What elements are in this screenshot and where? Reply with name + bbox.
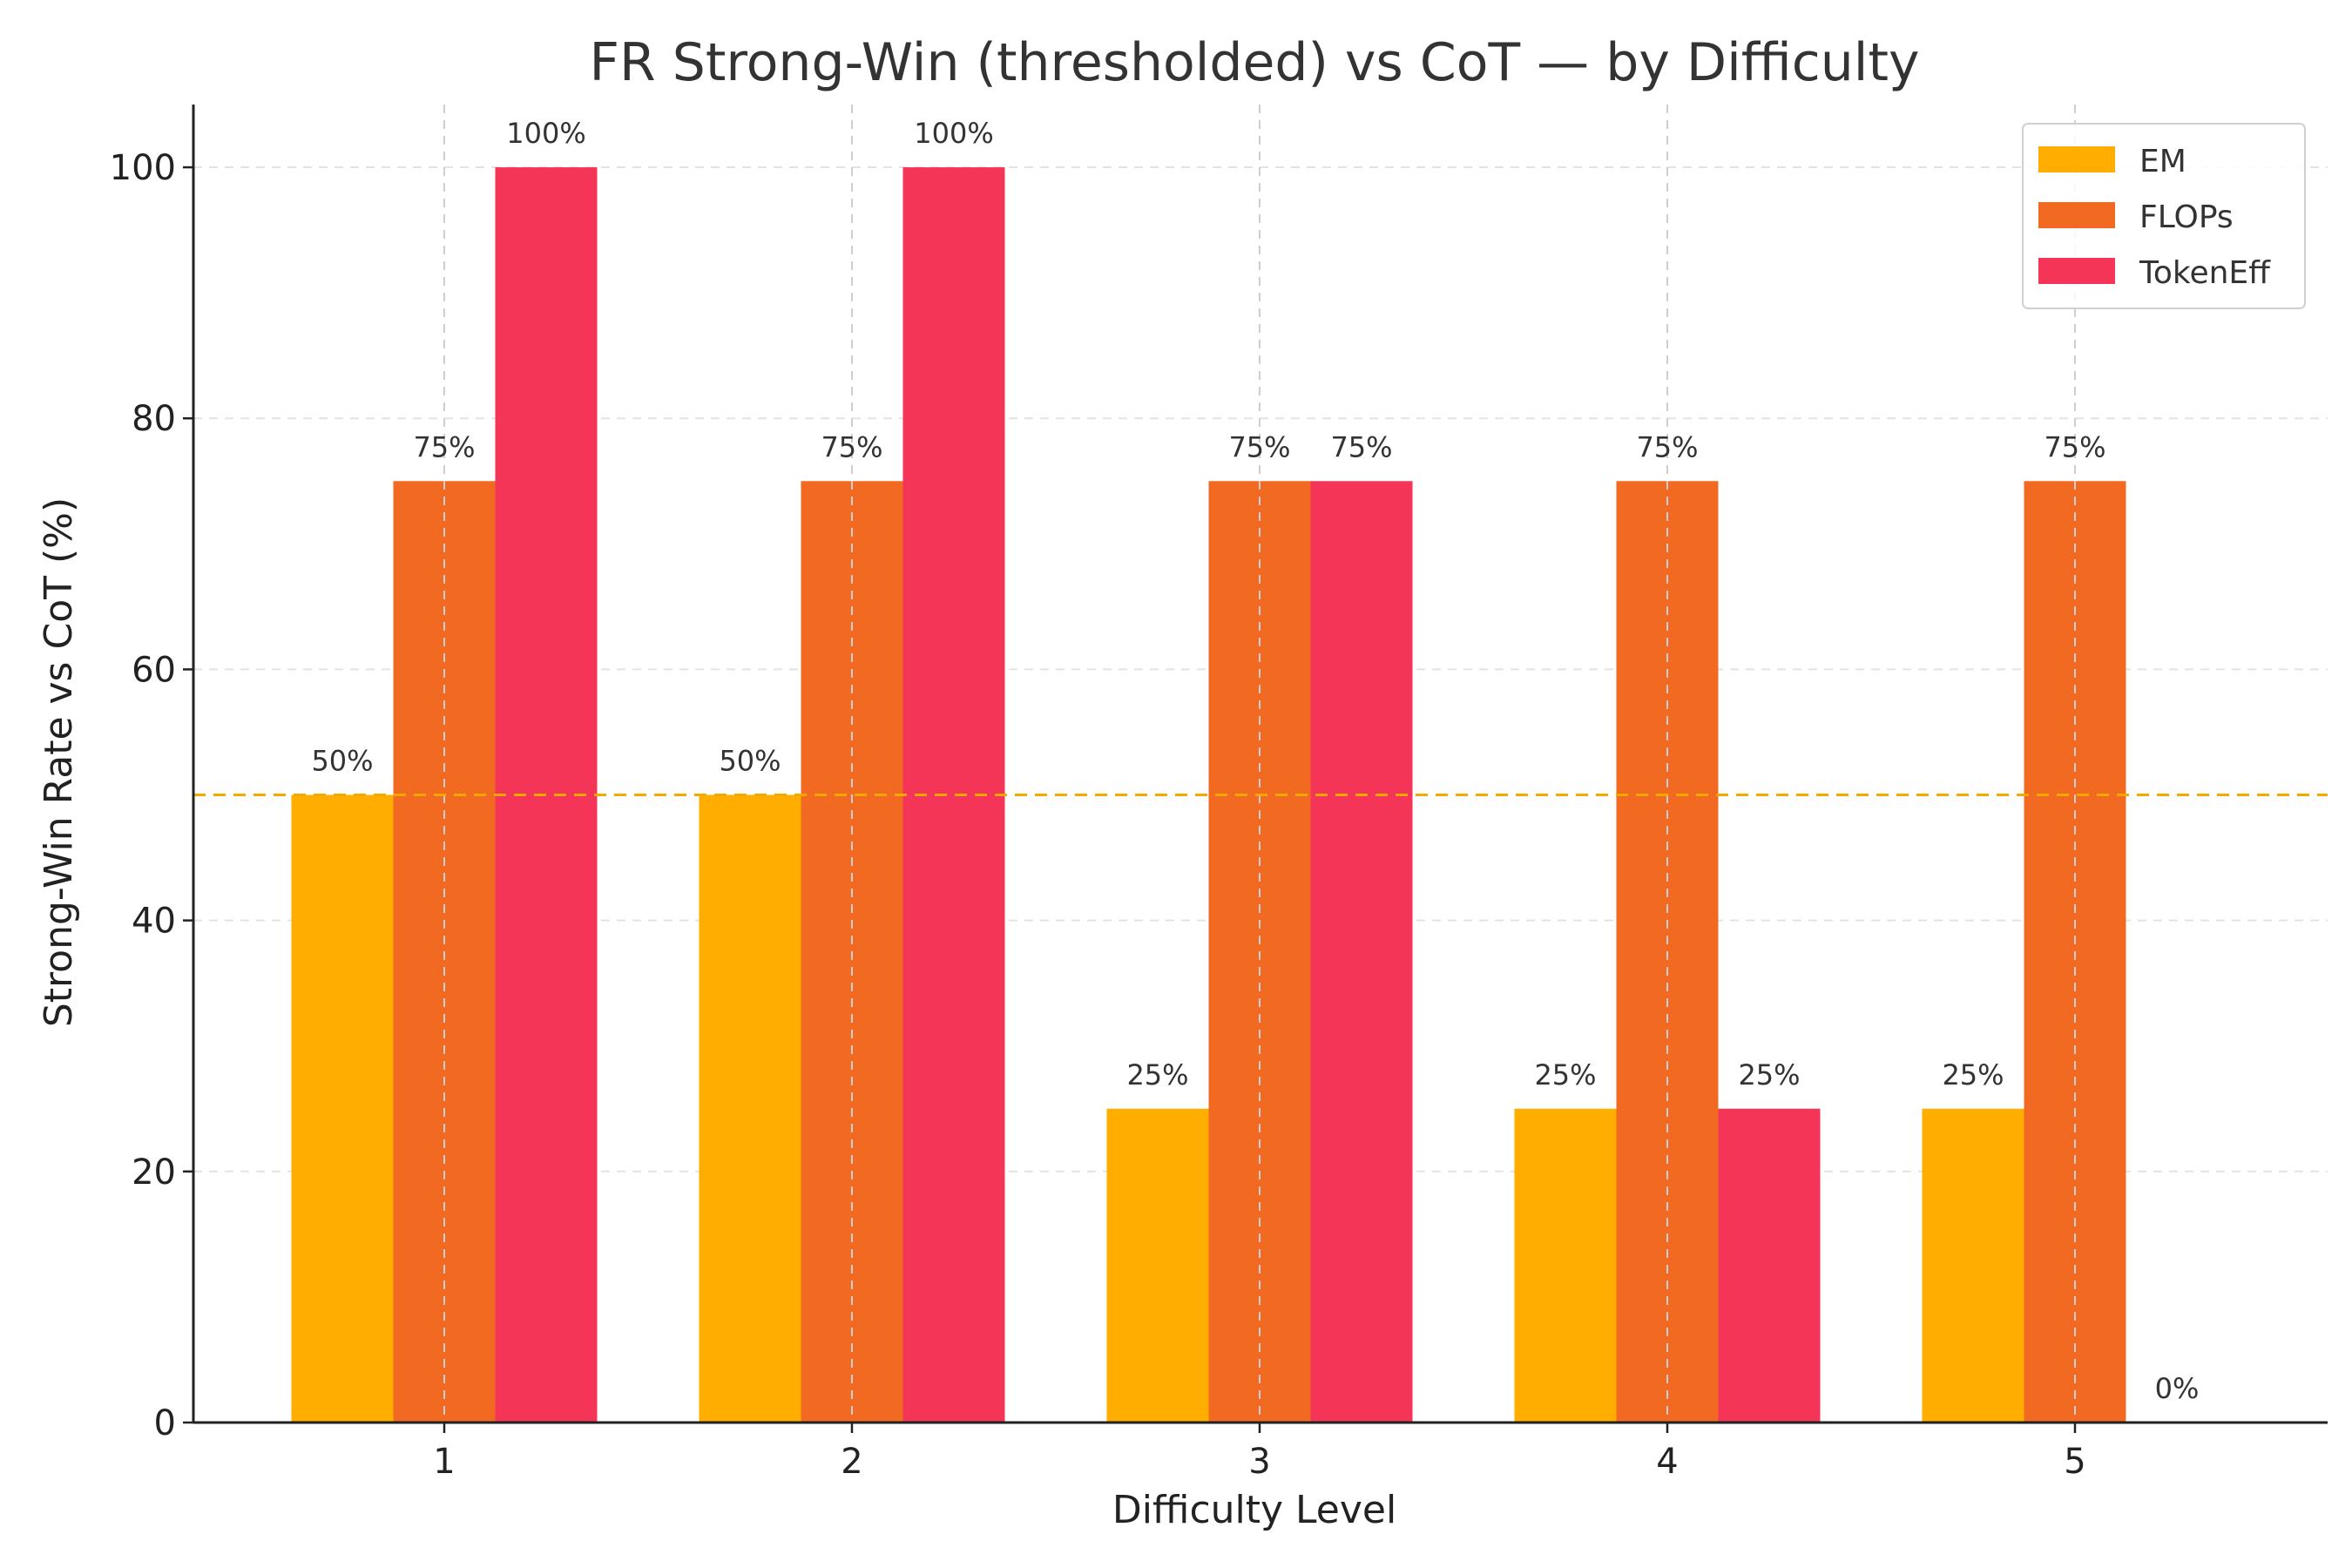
y-tick-label: 0 <box>154 1403 176 1443</box>
y-tick-label: 40 <box>132 902 176 942</box>
data-label: 25% <box>1126 1058 1188 1092</box>
x-tick-label: 3 <box>1248 1442 1270 1482</box>
x-tick-label: 2 <box>841 1442 862 1482</box>
data-label: 75% <box>2044 430 2105 463</box>
bar-em-1 <box>291 794 394 1423</box>
data-label: 25% <box>1942 1058 2004 1092</box>
x-tick-label: 1 <box>433 1442 455 1482</box>
bar-em-2 <box>699 794 801 1423</box>
y-axis-label: Strong-Win Rate vs CoT (%) <box>37 497 81 1027</box>
data-label: 75% <box>413 430 475 463</box>
y-tick-label: 80 <box>132 399 176 439</box>
legend: EM FLOPs TokenEff <box>2022 123 2306 309</box>
y-tick-label: 60 <box>132 650 176 690</box>
data-label: 0% <box>2155 1372 2200 1405</box>
data-label: 75% <box>821 430 882 463</box>
bar-em-3 <box>1106 1108 1209 1423</box>
data-label: 100% <box>506 117 585 150</box>
legend-swatch-flops <box>2038 202 2115 228</box>
x-tick-label: 5 <box>2064 1442 2085 1482</box>
x-axis-label: Difficulty Level <box>1112 1488 1396 1532</box>
bar-em-4 <box>1514 1108 1617 1423</box>
legend-label: EM <box>2139 144 2186 179</box>
bar-tokeneff-3 <box>1310 481 1413 1423</box>
data-label: 50% <box>311 745 373 778</box>
legend-swatch-tokeneff <box>2038 258 2115 284</box>
reference-line-group <box>193 105 2328 1423</box>
data-label: 100% <box>914 117 993 150</box>
data-label: 75% <box>1330 430 1392 463</box>
legend-label: FLOPs <box>2139 199 2234 235</box>
data-label: 75% <box>1228 430 1290 463</box>
bar-em-5 <box>1922 1108 2024 1423</box>
bars <box>291 167 2126 1423</box>
data-label: 75% <box>1636 430 1698 463</box>
axes: 0 20 40 60 80 100 1 2 3 4 5 <box>110 105 2328 1482</box>
y-tick-label: 20 <box>132 1152 176 1193</box>
y-tick-label: 100 <box>110 148 176 188</box>
legend-label: TokenEff <box>2139 255 2271 291</box>
x-tick-label: 4 <box>1656 1442 1678 1482</box>
chart-title: FR Strong-Win (thresholded) vs CoT — by … <box>589 32 1919 93</box>
data-labels: 50% 50% 25% 25% 25% 75% 75% 75% 75% 75% 100% 100% 75… <box>311 117 2199 1405</box>
data-label: 50% <box>719 745 781 778</box>
data-label: 25% <box>1534 1058 1596 1092</box>
bar-tokeneff-4 <box>1718 1108 1821 1423</box>
legend-swatch-em <box>2038 146 2115 172</box>
data-label: 25% <box>1738 1058 1800 1092</box>
